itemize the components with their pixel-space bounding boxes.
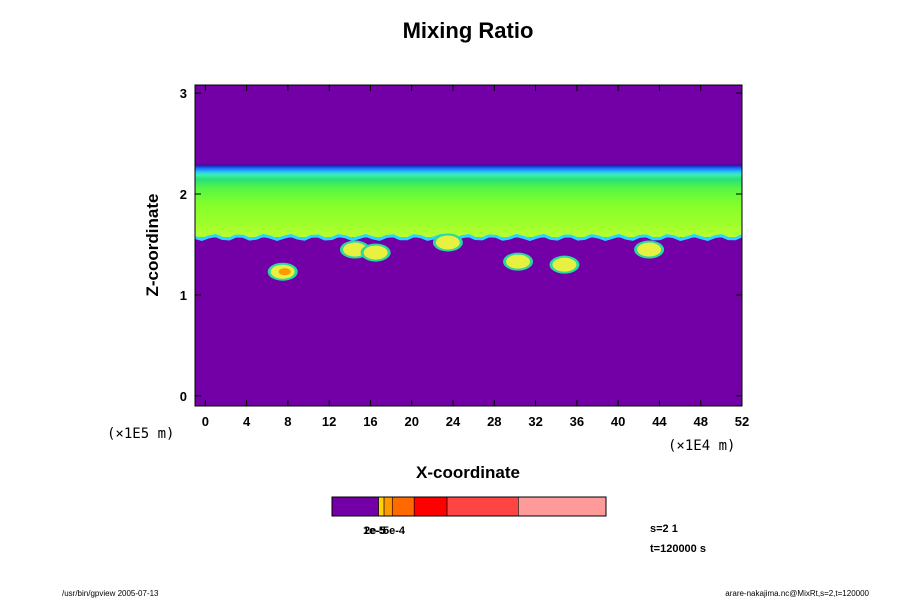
step-info: s=2 1	[650, 523, 678, 535]
colorbar	[331, 496, 607, 517]
cloud-blob	[432, 233, 463, 252]
cloud-blob	[503, 252, 534, 271]
x-tick-label: 52	[735, 414, 749, 429]
blob-core	[637, 242, 662, 257]
z-scale-label: (×1E5 m)	[107, 426, 174, 442]
blob-core	[506, 254, 531, 269]
colorbar-label-2: 2e-5	[364, 525, 386, 537]
x-tick-label: 48	[693, 414, 707, 429]
y-axis-title: Z-coordinate	[143, 194, 162, 297]
blob-core	[435, 235, 460, 250]
x-tick-label: 8	[284, 414, 291, 429]
y-tick-label: 2	[180, 187, 187, 202]
colorbar-label-3: 5e-4	[383, 525, 406, 537]
chart-title: Mixing Ratio	[403, 18, 534, 43]
x-tick-label: 36	[570, 414, 584, 429]
colorbar-segment	[413, 496, 448, 517]
y-tick-label: 3	[180, 86, 187, 101]
cloud-blob	[267, 262, 298, 281]
x-tick-label: 32	[528, 414, 542, 429]
x-axis-title: X-coordinate	[416, 463, 520, 482]
colorbar-segment	[391, 496, 415, 517]
time-info: t=120000 s	[650, 543, 706, 555]
cloud-blob	[549, 255, 580, 274]
x-tick-label: 40	[611, 414, 625, 429]
x-tick-label: 20	[405, 414, 419, 429]
colorbar-label-1: 1e-5	[363, 525, 385, 537]
blob-peak	[278, 268, 291, 276]
colorbar-frame	[331, 496, 607, 517]
plot-area	[195, 85, 742, 406]
y-tick-label: 0	[180, 389, 187, 404]
x-tick-label: 0	[202, 414, 209, 429]
y-tick-label: 1	[180, 288, 187, 303]
colorbar-segment	[383, 496, 393, 517]
x-ticks: 0 4 8 12 16 20 24 28 32 36 40 44 48 52	[202, 85, 749, 429]
cloud-blob	[634, 240, 665, 259]
cloud-layer	[195, 164, 742, 238]
x-scale-label: (×1E4 m)	[668, 438, 735, 454]
footer-left: /usr/bin/gpview 2005-07-13	[62, 589, 159, 598]
plot-frame	[194, 84, 743, 407]
x-tick-label: 28	[487, 414, 501, 429]
x-tick-label: 4	[243, 414, 251, 429]
x-tick-label: 16	[363, 414, 377, 429]
cloud-blob	[360, 243, 391, 262]
colorbar-segment	[331, 496, 379, 517]
blob-core	[552, 257, 577, 272]
y-ticks: 0 1 2 3	[180, 86, 742, 404]
cloud-blobs	[267, 233, 665, 281]
cloud-base-edge	[195, 233, 742, 241]
x-tick-label: 24	[446, 414, 461, 429]
x-tick-label: 44	[652, 414, 667, 429]
colorbar-segment	[446, 496, 519, 517]
colorbar-segment	[518, 496, 607, 517]
blob-core	[363, 245, 388, 260]
x-tick-label: 12	[322, 414, 336, 429]
colorbar-segment	[378, 496, 385, 517]
footer-right: arare-nakajima.nc@MixRt,s=2,t=120000	[725, 589, 869, 598]
